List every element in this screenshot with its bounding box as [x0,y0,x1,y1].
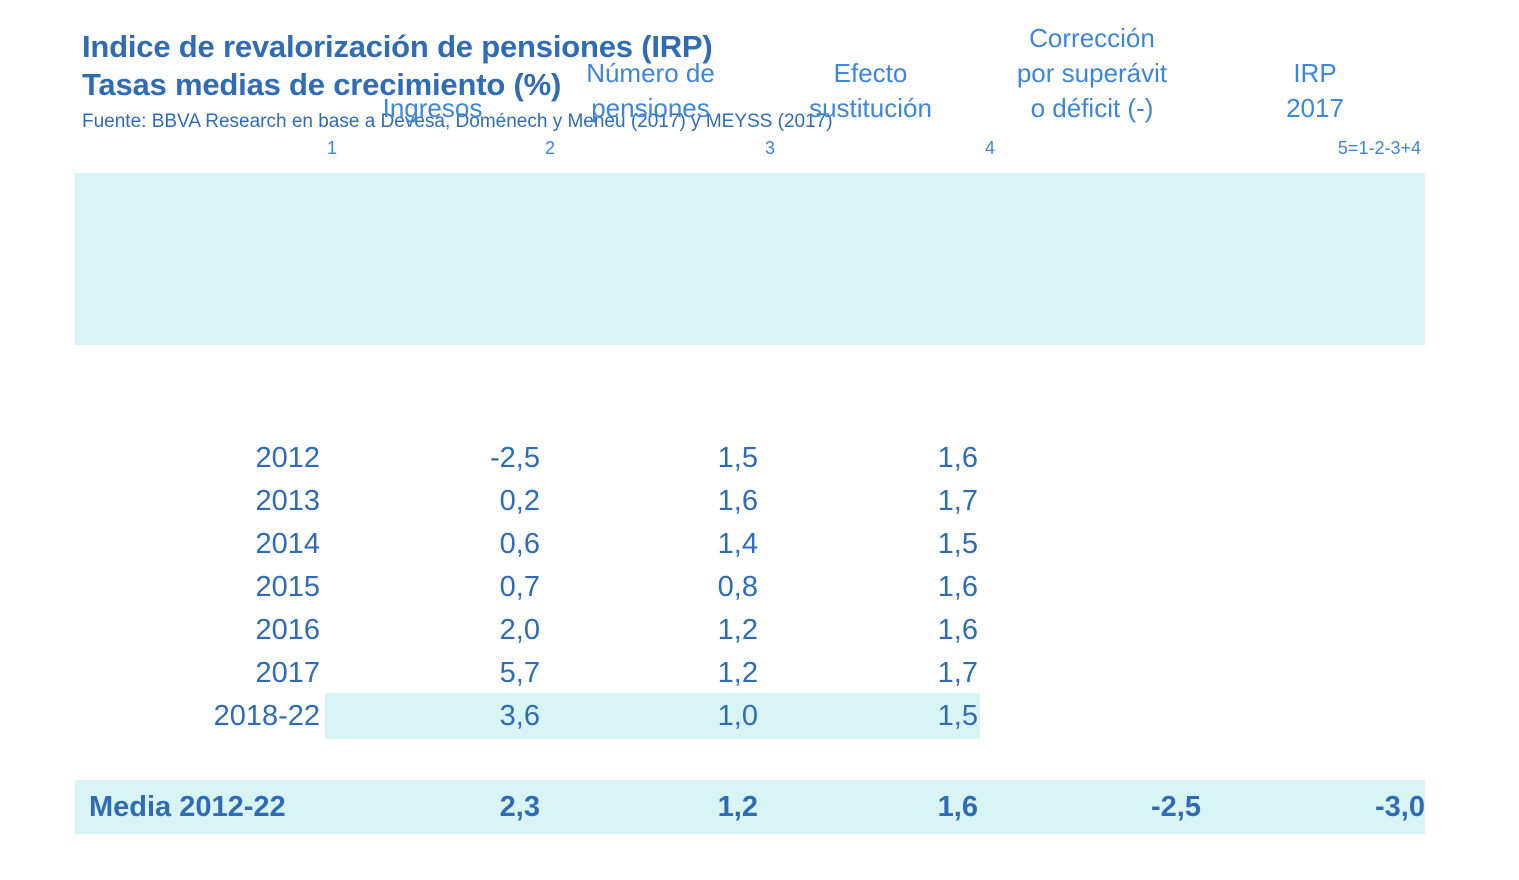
row-efecto-sustitucion: 1,6 [937,571,978,603]
column-header-numero-pensiones-line1: Número de [586,58,715,88]
table-row: 2012 -2,5 1,5 1,6 [75,437,1425,480]
media-row-label: Media 2012-22 [89,791,286,823]
row-numero-pensiones: 1,0 [717,700,758,732]
column-header-irp-2017-formula: 5=1-2-3+4 [1337,138,1421,158]
row-numero-pensiones: 1,4 [717,528,758,560]
row-numero-pensiones: 1,6 [717,485,758,517]
row-numero-pensiones: 1,2 [717,614,758,646]
column-header-correccion-line3: o déficit (-) [1030,93,1154,123]
row-highlight-band [325,693,980,739]
title-block: Indice de revalorización de pensiones (I… [82,28,1422,134]
column-header-irp-2017-line2: 2017 [1286,93,1344,123]
row-year: 2014 [255,528,320,560]
column-header-ingresos-label: Ingresos [382,93,483,123]
row-efecto-sustitucion: 1,5 [937,528,978,560]
row-numero-pensiones: 1,5 [717,442,758,474]
row-efecto-sustitucion: 1,7 [937,657,978,689]
row-ingresos: 5,7 [499,657,540,689]
row-ingresos: 2,0 [499,614,540,646]
media-row-irp-2017: -3,0 [1375,791,1425,823]
row-numero-pensiones: 0,8 [717,571,758,603]
table-row-media: Media 2012-22 2,3 1,2 1,6 -2,5 -3,0 [75,780,1425,834]
column-header-efecto-sustitucion-number: 3 [765,138,776,158]
row-year: 2015 [255,571,320,603]
column-header-efecto-sustitucion-line2: sustitución [809,93,932,123]
row-ingresos: 0,6 [499,528,540,560]
column-header-numero-pensiones-line2: pensiones [591,93,710,123]
column-header-numero-pensiones-number: 2 [545,138,556,158]
row-ingresos: 0,7 [499,571,540,603]
column-header-correccion-number: 4 [985,138,996,158]
media-row-efecto-sustitucion: 1,6 [937,791,978,823]
table-body: 2012 -2,5 1,5 1,6 2013 0,2 1,6 1,7 2014 0,6 1,4 1,5… [75,437,1425,739]
row-year: 2012 [255,442,320,474]
media-row-ingresos: 2,3 [499,791,540,823]
table-row: 2014 0,6 1,4 1,5 [75,523,1425,566]
row-efecto-sustitucion: 1,6 [937,614,978,646]
table-row: 2018-22 3,6 1,0 1,5 [75,693,1425,739]
row-efecto-sustitucion: 1,7 [937,485,978,517]
row-year: 2017 [255,657,320,689]
media-row-numero-pensiones: 1,2 [717,791,758,823]
table-row: 2015 0,7 0,8 1,6 [75,566,1425,609]
row-ingresos: -2,5 [490,442,540,474]
column-header-irp-2017-line1: IRP [1293,58,1337,88]
row-ingresos: 0,2 [499,485,540,517]
column-header-correccion-line2: por superávit [1016,58,1168,88]
table-row: 2016 2,0 1,2 1,6 [75,609,1425,652]
row-efecto-sustitucion: 1,6 [937,442,978,474]
page-title-line-2: Tasas medias de crecimiento (%) [82,67,562,102]
row-year: 2018-22 [213,700,320,732]
table-row: 2017 5,7 1,2 1,7 [75,652,1425,695]
row-year: 2016 [255,614,320,646]
page-title-line-1: Indice de revalorización de pensiones (I… [82,29,713,64]
row-efecto-sustitucion: 1,5 [937,700,978,732]
irp-table: Ingresos 1 Número de pensiones 2 Efecto … [75,23,1425,834]
table-header-band: Ingresos 1 Número de pensiones 2 Efecto … [75,23,1425,345]
column-header-efecto-sustitucion-line1: Efecto [833,58,908,88]
row-year: 2013 [255,485,320,517]
source-note: Fuente: BBVA Research en base a Devesa, … [82,111,833,132]
media-row-correccion: -2,5 [1151,791,1201,823]
column-header-correccion-line1: Corrección [1029,23,1155,53]
column-header-ingresos-number: 1 [327,138,338,158]
row-numero-pensiones: 1,2 [717,657,758,689]
table-row: 2013 0,2 1,6 1,7 [75,480,1425,523]
row-ingresos: 3,6 [499,700,540,732]
